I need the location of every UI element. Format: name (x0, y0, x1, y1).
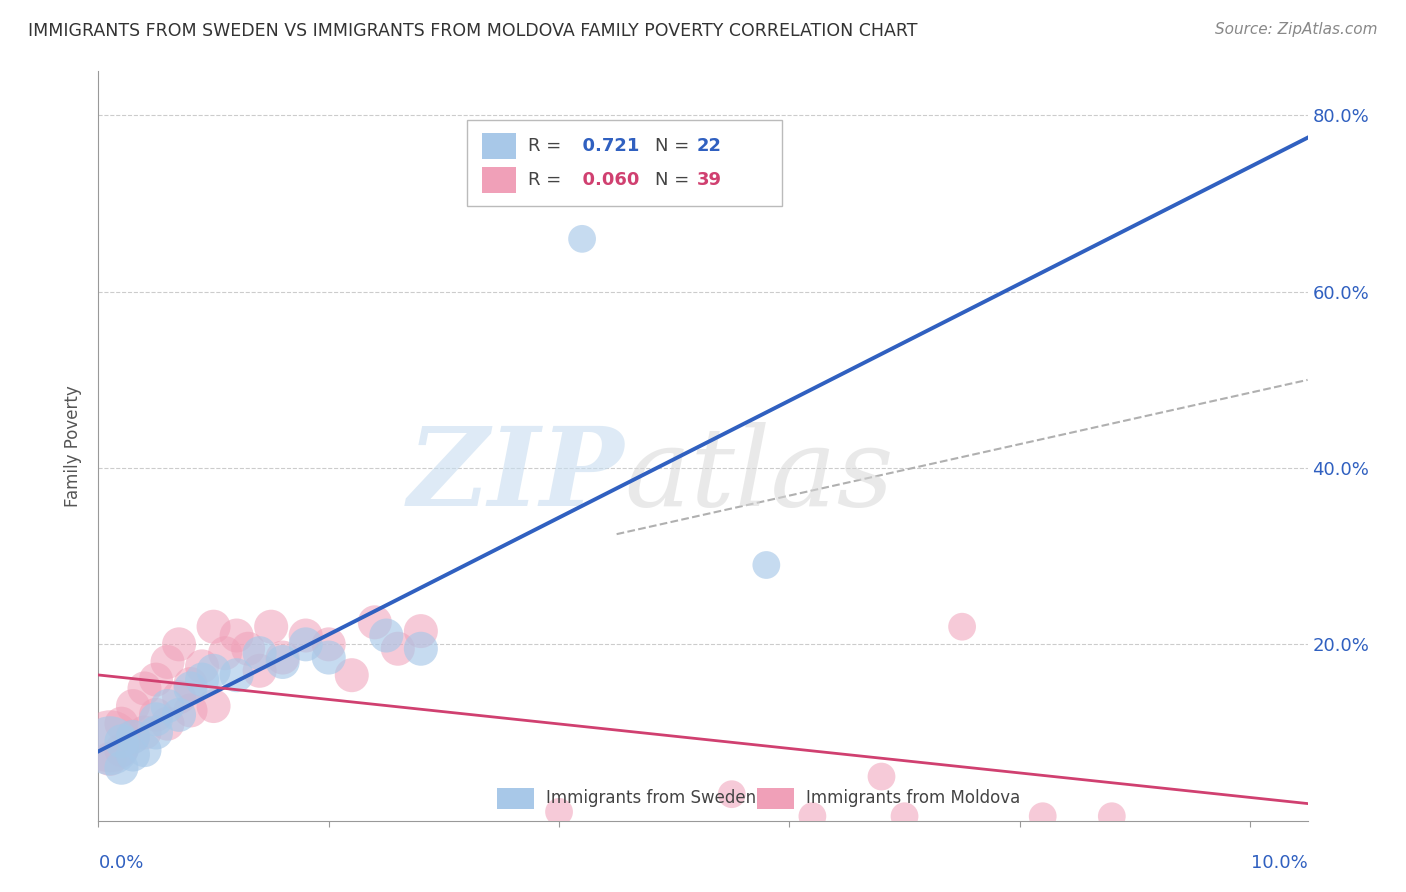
FancyBboxPatch shape (482, 133, 516, 159)
Text: ZIP: ZIP (408, 422, 624, 530)
Point (225, 628, 247, 642)
Point (145, 712, 167, 726)
Point (156, 655, 179, 669)
Text: N =: N = (655, 136, 695, 155)
Point (870, 770, 893, 784)
Point (236, 641, 259, 656)
Point (180, 677, 202, 691)
Point (134, 681, 156, 696)
Point (271, 650, 294, 665)
Point (122, 730, 145, 744)
FancyBboxPatch shape (467, 120, 782, 206)
Point (571, 232, 593, 246)
Point (893, 809, 915, 823)
Point (98, 739, 121, 753)
Text: 0.721: 0.721 (569, 136, 640, 155)
Point (202, 699, 225, 714)
Point (122, 747, 145, 762)
Point (134, 725, 156, 739)
Text: 39: 39 (697, 171, 721, 189)
Point (225, 668, 247, 682)
FancyBboxPatch shape (498, 788, 534, 809)
Point (364, 615, 387, 630)
Text: R =: R = (527, 171, 567, 189)
Point (110, 734, 132, 748)
Point (755, 558, 778, 572)
Point (801, 809, 824, 823)
Point (122, 730, 145, 744)
Point (98, 734, 121, 748)
Point (548, 805, 571, 819)
FancyBboxPatch shape (482, 168, 516, 194)
Point (167, 637, 190, 651)
Point (260, 620, 283, 634)
Text: Immigrants from Sweden: Immigrants from Sweden (546, 789, 756, 807)
Point (98, 752, 121, 766)
Point (318, 637, 340, 651)
Point (720, 787, 742, 801)
Text: Source: ZipAtlas.com: Source: ZipAtlas.com (1215, 22, 1378, 37)
Point (122, 699, 145, 714)
Point (249, 664, 271, 678)
Point (202, 620, 225, 634)
Text: Immigrants from Moldova: Immigrants from Moldova (806, 789, 1019, 807)
Point (145, 673, 167, 687)
Point (294, 637, 316, 651)
Point (409, 624, 432, 639)
Text: 0.0%: 0.0% (98, 855, 143, 872)
Point (950, 620, 973, 634)
Point (214, 646, 236, 660)
Point (156, 699, 179, 714)
Point (318, 650, 340, 665)
Point (387, 641, 409, 656)
Point (191, 673, 214, 687)
Text: 0.060: 0.060 (569, 171, 640, 189)
Point (180, 703, 202, 717)
Point (110, 761, 132, 775)
Point (340, 668, 363, 682)
Point (156, 716, 179, 731)
Point (202, 664, 225, 678)
Point (110, 743, 132, 757)
Text: N =: N = (655, 171, 695, 189)
Point (1032, 809, 1054, 823)
Text: 22: 22 (697, 136, 721, 155)
Text: 10.0%: 10.0% (1251, 855, 1308, 872)
Text: R =: R = (527, 136, 567, 155)
Point (167, 707, 190, 722)
Point (145, 725, 167, 739)
Point (249, 646, 271, 660)
Text: IMMIGRANTS FROM SWEDEN VS IMMIGRANTS FROM MOLDOVA FAMILY POVERTY CORRELATION CHA: IMMIGRANTS FROM SWEDEN VS IMMIGRANTS FRO… (28, 22, 918, 40)
Point (375, 628, 398, 642)
Point (191, 659, 214, 673)
Point (110, 716, 132, 731)
Point (294, 628, 316, 642)
Point (180, 681, 202, 696)
Point (167, 690, 190, 705)
Point (271, 655, 294, 669)
Y-axis label: Family Poverty: Family Poverty (65, 385, 83, 507)
Text: atlas: atlas (624, 422, 894, 530)
Point (134, 743, 156, 757)
Point (1101, 809, 1123, 823)
FancyBboxPatch shape (758, 788, 794, 809)
Point (145, 707, 167, 722)
Point (409, 641, 432, 656)
